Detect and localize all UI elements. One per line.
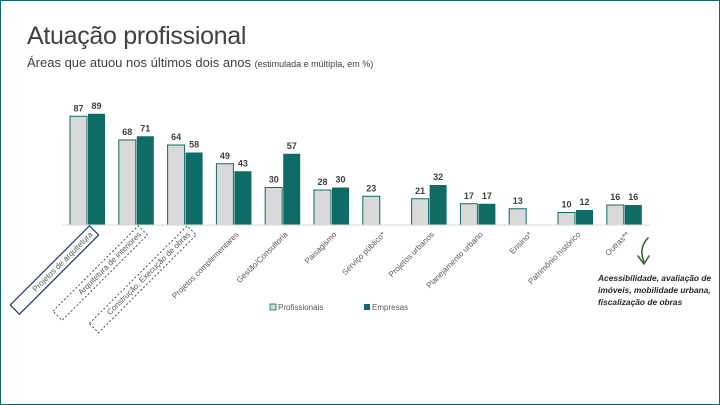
value-label-profissionais: 87 (73, 103, 83, 113)
bar-empresas (136, 136, 154, 225)
category-label: Outras** (603, 230, 631, 258)
bar-profissionais (313, 189, 332, 226)
bar-empresas (478, 203, 496, 225)
value-label-empresas: 43 (238, 158, 248, 168)
others-annotation: Acessibilidade, avaliação de imóveis, mo… (598, 273, 712, 307)
bar-profissionais (118, 139, 137, 226)
category-label: Paisagismo (303, 230, 339, 266)
value-label-empresas: 71 (140, 123, 150, 133)
value-label-empresas: 89 (91, 101, 101, 111)
page-subtitle: Áreas que atuou nos últimos dois anos (e… (27, 55, 373, 70)
bar-profissionais (362, 195, 381, 226)
category-highlight-box (88, 225, 197, 334)
bar-profissionais (557, 212, 576, 226)
arrow-icon (641, 237, 649, 263)
bar-empresas (624, 205, 642, 225)
bar-profissionais (411, 198, 430, 226)
category-label: Construção, Execução de obras (105, 230, 192, 317)
category-label: Patrimônio histórico (526, 230, 582, 286)
bar-profissionais (167, 144, 186, 226)
bar-empresas (283, 153, 301, 225)
legend-label-empresas: Empresas (372, 303, 408, 312)
value-label-empresas: 58 (189, 140, 199, 150)
bars-group (62, 113, 650, 226)
bar-profissionais (508, 208, 527, 226)
category-label: Ensino* (508, 230, 534, 256)
value-label-profissionais: 16 (610, 192, 620, 202)
value-label-profissionais: 13 (513, 196, 523, 206)
value-label-profissionais: 28 (317, 177, 327, 187)
bar-profissionais (459, 203, 478, 226)
bar-profissionais (264, 187, 283, 226)
value-label-empresas: 16 (628, 192, 638, 202)
annotation-arrow-group (637, 237, 650, 265)
category-label: Gestão/Consultoria (235, 230, 290, 285)
value-label-empresas: 30 (335, 175, 345, 185)
category-label: Serviço público* (340, 230, 387, 277)
value-label-profissionais: 64 (171, 132, 181, 142)
arrow-head-icon (637, 255, 650, 265)
value-label-empresas: 12 (579, 197, 589, 207)
chart-legend: Profissionais Empresas (269, 303, 408, 312)
value-label-profissionais: 10 (561, 200, 571, 210)
bar-empresas (332, 187, 349, 225)
legend-swatch-empresas (364, 304, 370, 310)
legend-label-profissionais: Profissionais (278, 303, 323, 312)
bar-profissionais (69, 115, 88, 226)
bar-empresas (576, 210, 593, 225)
bar-profissionais (215, 163, 234, 226)
category-label: Planejamento urbano (425, 230, 486, 291)
subtitle-main: Áreas que atuou nos últimos dois anos (27, 55, 252, 70)
bar-empresas (429, 185, 447, 225)
subtitle-note: (estimulada e múltipla, em %) (254, 59, 374, 69)
value-label-profissionais: 21 (415, 186, 425, 196)
bar-profissionais (606, 204, 625, 226)
bar-empresas (88, 113, 105, 225)
value-label-profissionais: 49 (220, 151, 230, 161)
value-label-profissionais: 30 (269, 175, 279, 185)
category-label: Projetos urbanos (387, 230, 436, 279)
value-label-empresas: 57 (287, 141, 297, 151)
legend-swatch-profissionais (269, 303, 277, 311)
value-label-empresas: 32 (433, 172, 443, 182)
value-labels-group: 87 89 68 71 64 58 49 43 30 57 28 30 23 21 32 17 17 13 10 12… (73, 101, 638, 210)
category-highlight-box (52, 225, 149, 322)
value-label-profissionais: 23 (366, 183, 376, 193)
value-label-empresas: 17 (482, 191, 492, 201)
bar-empresas (234, 171, 252, 225)
value-label-profissionais: 68 (122, 127, 132, 137)
category-highlight-box (9, 224, 100, 316)
bar-empresas (185, 152, 203, 225)
value-label-profissionais: 17 (464, 191, 474, 201)
page-title: Atuação profissional (27, 22, 247, 50)
